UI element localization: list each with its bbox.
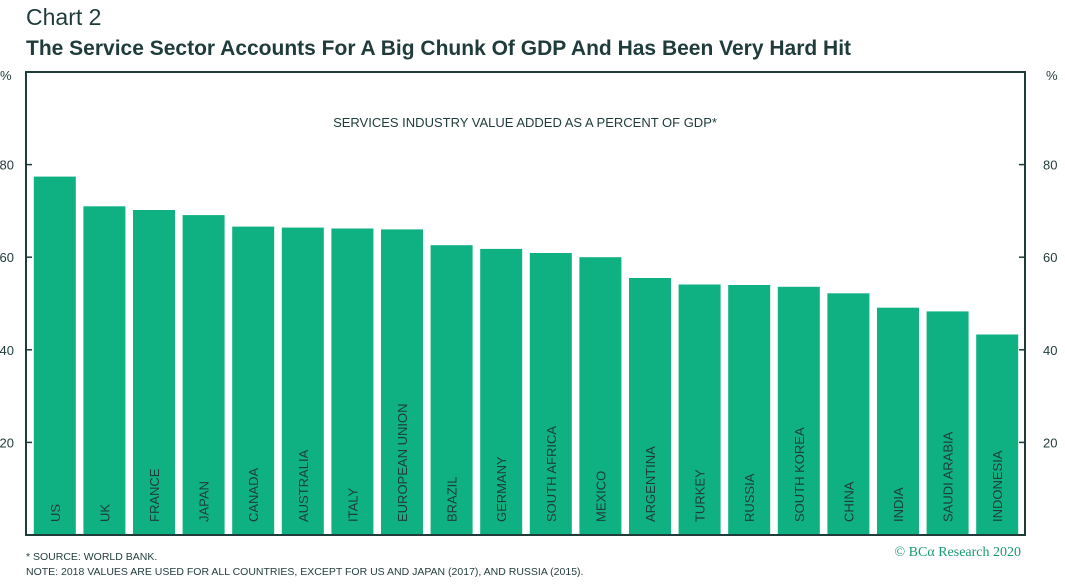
- category-label: UK: [97, 504, 112, 522]
- bar: [381, 229, 423, 534]
- left-tick-label: 80: [0, 158, 14, 173]
- chart-title: The Service Sector Accounts For A Big Ch…: [26, 37, 852, 60]
- right-axis-unit: %: [1046, 68, 1058, 83]
- bar-chart: SERVICES INDUSTRY VALUE ADDED AS A PERCE…: [0, 68, 1058, 536]
- bar: [728, 285, 771, 534]
- bar: [777, 286, 820, 534]
- plot-frame: [25, 71, 1026, 536]
- category-label: SOUTH KOREA: [792, 427, 807, 522]
- category-label: EUROPEAN UNION: [395, 404, 410, 522]
- category-label: CANADA: [246, 467, 261, 522]
- category-label: FRANCE: [147, 468, 162, 522]
- bar: [430, 245, 473, 534]
- bar: [133, 210, 175, 534]
- bar: [480, 248, 523, 534]
- category-label: US: [48, 504, 63, 522]
- footnote: NOTE: 2018 VALUES ARE USED FOR ALL COUNT…: [26, 566, 584, 578]
- category-label: AUSTRALIA: [296, 449, 311, 522]
- category-label: SAUDI ARABIA: [941, 431, 956, 522]
- category-label: GERMANY: [494, 456, 509, 522]
- chart-number: Chart 2: [26, 4, 102, 30]
- category-label: BRAZIL: [445, 476, 460, 522]
- bar: [629, 278, 671, 534]
- bar: [827, 293, 870, 534]
- category-label: ARGENTINA: [643, 446, 658, 522]
- category-label: ITALY: [345, 487, 360, 522]
- category-label: INDONESIA: [990, 450, 1005, 522]
- left-axis-unit: %: [0, 68, 12, 83]
- right-tick-label: 60: [1043, 250, 1057, 265]
- bar: [182, 215, 225, 534]
- category-label: MEXICO: [593, 471, 608, 522]
- category-label: JAPAN: [197, 481, 212, 522]
- left-tick-label: 20: [0, 435, 14, 450]
- left-tick-label: 60: [0, 250, 14, 265]
- right-tick-label: 20: [1043, 435, 1057, 450]
- chart-inner-title: SERVICES INDUSTRY VALUE ADDED AS A PERCE…: [333, 115, 717, 130]
- category-label: SOUTH AFRICA: [544, 426, 559, 522]
- source-note: * SOURCE: WORLD BANK.: [26, 551, 158, 563]
- category-label: RUSSIA: [742, 473, 757, 522]
- bar: [529, 253, 572, 534]
- left-tick-label: 40: [0, 343, 14, 358]
- right-tick-label: 80: [1043, 158, 1057, 173]
- bar: [976, 334, 1019, 534]
- copyright: © BCα Research 2020: [894, 545, 1021, 560]
- bar: [83, 206, 126, 535]
- bar: [281, 227, 324, 534]
- bar: [33, 176, 76, 534]
- category-label: INDIA: [891, 487, 906, 522]
- category-label: CHINA: [841, 481, 856, 522]
- bar: [678, 284, 721, 534]
- bar: [579, 257, 622, 534]
- right-tick-label: 40: [1043, 343, 1057, 358]
- bar: [331, 228, 374, 534]
- bar: [877, 307, 919, 534]
- bar: [232, 226, 275, 534]
- bar: [926, 311, 969, 534]
- category-label: TURKEY: [693, 469, 708, 522]
